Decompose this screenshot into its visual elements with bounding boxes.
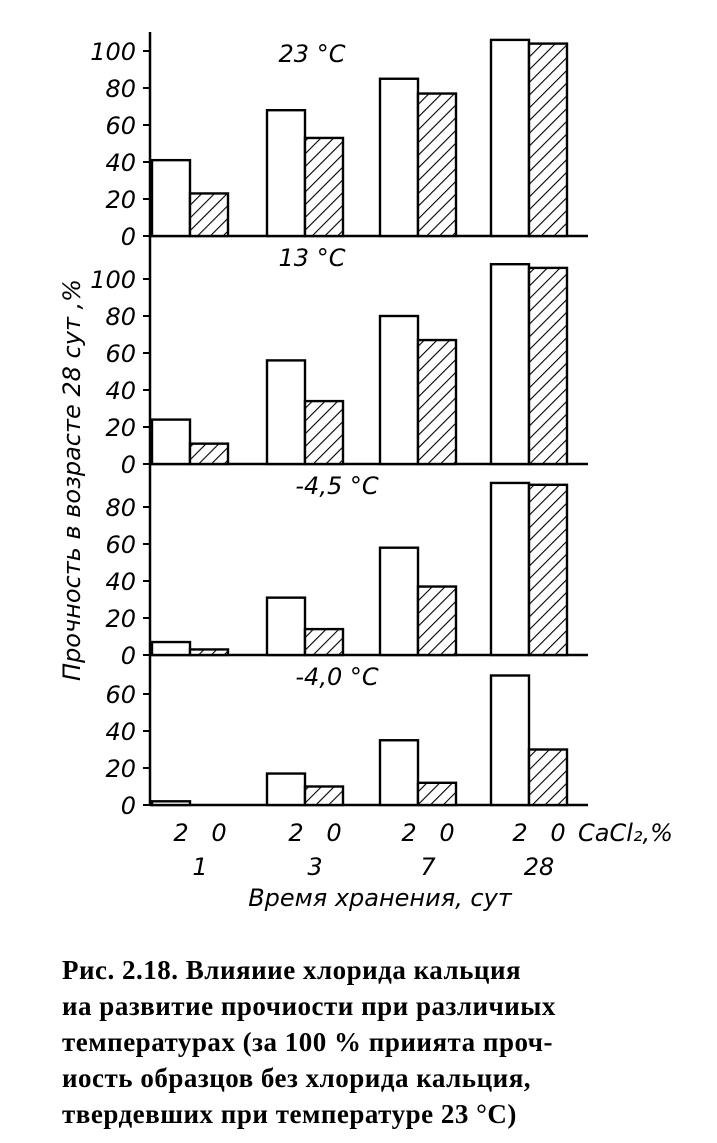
- y-tick-label: 0: [121, 642, 136, 670]
- figure-label: Рис. 2.18.: [62, 955, 179, 985]
- caption-line-3: температурах (за 100 % приията проч-: [62, 1027, 553, 1057]
- y-tick-label: 40: [105, 149, 136, 177]
- bar-0pct-cacl2: [303, 136, 345, 238]
- y-axis-label: Прочность в возрасте 28 сут ,%: [58, 279, 86, 681]
- legend-label: CaCl₂,%: [578, 819, 673, 847]
- caption-line-5: твердевших при температуре 23 °С): [62, 1099, 517, 1129]
- y-tick-label: 0: [121, 792, 136, 820]
- bar-2pct-cacl2: [150, 800, 192, 807]
- y-tick-label: 0: [121, 451, 136, 479]
- y-tick-label: 40: [105, 377, 136, 405]
- y-tick-label: 100: [90, 38, 136, 66]
- caption-first-line: Рис. 2.18. Влияиие хлорида кальция: [62, 952, 697, 988]
- bar-2pct-cacl2: [378, 739, 420, 807]
- bar-2pct-cacl2: [265, 359, 307, 466]
- bar-2pct-cacl2: [489, 263, 531, 466]
- bar-0pct-cacl2: [303, 785, 345, 807]
- bar-2pct-cacl2: [265, 596, 307, 657]
- bar-0pct-cacl2: [188, 648, 230, 657]
- bar-0pct-cacl2: [303, 627, 345, 657]
- bar-2pct-cacl2: [265, 772, 307, 807]
- panel-title: -4,0 °C: [295, 663, 378, 691]
- bar-2pct-cacl2: [378, 546, 420, 657]
- panel-title: 13 °C: [279, 244, 346, 272]
- caption-line-2: иа развитие прочиости при различиых: [62, 991, 556, 1021]
- bar-0pct-cacl2: [527, 748, 569, 807]
- x-category-labels: 2 012 032 072 028: [173, 819, 565, 881]
- bar-0pct-cacl2: [188, 442, 230, 466]
- bar-0pct-cacl2: [416, 585, 458, 657]
- y-tick-label: 60: [105, 681, 136, 709]
- bar-2pct-cacl2: [489, 674, 531, 807]
- chart-panels: 0 20 40 60 80 100 23 °C 0 20 40 60 80 100 13 °C 0 20 40 6…: [90, 32, 588, 820]
- y-tick-label: 60: [105, 112, 136, 140]
- x-category-label: 7: [420, 853, 436, 881]
- y-tick-label: 20: [105, 414, 136, 442]
- bar-cacl2-label: 2: [173, 819, 188, 847]
- bar-cacl2-label: 0: [439, 819, 454, 847]
- y-tick-label: 20: [105, 605, 136, 633]
- y-tick-label: 40: [105, 718, 136, 746]
- bar-0pct-cacl2: [303, 399, 345, 466]
- bar-0pct-cacl2: [527, 483, 569, 657]
- y-tick-label: 20: [105, 755, 136, 783]
- bar-cacl2-label: 2: [512, 819, 527, 847]
- y-tick-label: 60: [105, 531, 136, 559]
- bar-0pct-cacl2: [416, 92, 458, 238]
- x-category-label: 1: [192, 853, 207, 881]
- bar-cacl2-label: 0: [326, 819, 341, 847]
- bar-0pct-cacl2: [416, 338, 458, 466]
- bar-cacl2-label: 0: [211, 819, 226, 847]
- x-category-label: 28: [524, 853, 555, 881]
- caption-line-1: Влияиие хлорида кальция: [185, 955, 522, 985]
- bar-2pct-cacl2: [489, 481, 531, 657]
- bar-2pct-cacl2: [150, 158, 192, 238]
- y-tick-label: 80: [105, 303, 136, 331]
- y-tick-label: 60: [105, 340, 136, 368]
- bar-2pct-cacl2: [378, 77, 420, 238]
- bar-2pct-cacl2: [150, 418, 192, 466]
- y-tick-label: 40: [105, 568, 136, 596]
- bar-0pct-cacl2: [527, 42, 569, 238]
- bar-cacl2-label: 2: [401, 819, 416, 847]
- panel-title: -4,5 °C: [295, 472, 378, 500]
- y-tick-label: 0: [121, 223, 136, 251]
- panel-title: 23 °C: [279, 40, 346, 68]
- bar-2pct-cacl2: [265, 108, 307, 238]
- bar-0pct-cacl2: [416, 781, 458, 807]
- x-axis-label: Время хранения, сут: [248, 884, 513, 912]
- bar-cacl2-label: 2: [288, 819, 303, 847]
- y-tick-label: 80: [105, 494, 136, 522]
- y-tick-label: 100: [90, 266, 136, 294]
- y-tick-label: 20: [105, 186, 136, 214]
- y-tick-label: 80: [105, 75, 136, 103]
- x-category-label: 3: [307, 853, 322, 881]
- bar-0pct-cacl2: [188, 192, 230, 238]
- caption-line-4: иость образцов без хлорида кальция,: [62, 1063, 532, 1093]
- bar-2pct-cacl2: [378, 314, 420, 466]
- bar-2pct-cacl2: [150, 640, 192, 657]
- bar-2pct-cacl2: [489, 38, 531, 238]
- bar-cacl2-label: 0: [550, 819, 565, 847]
- bar-0pct-cacl2: [527, 266, 569, 466]
- figure-caption: Рис. 2.18. Влияиие хлорида кальция иа ра…: [62, 952, 697, 1132]
